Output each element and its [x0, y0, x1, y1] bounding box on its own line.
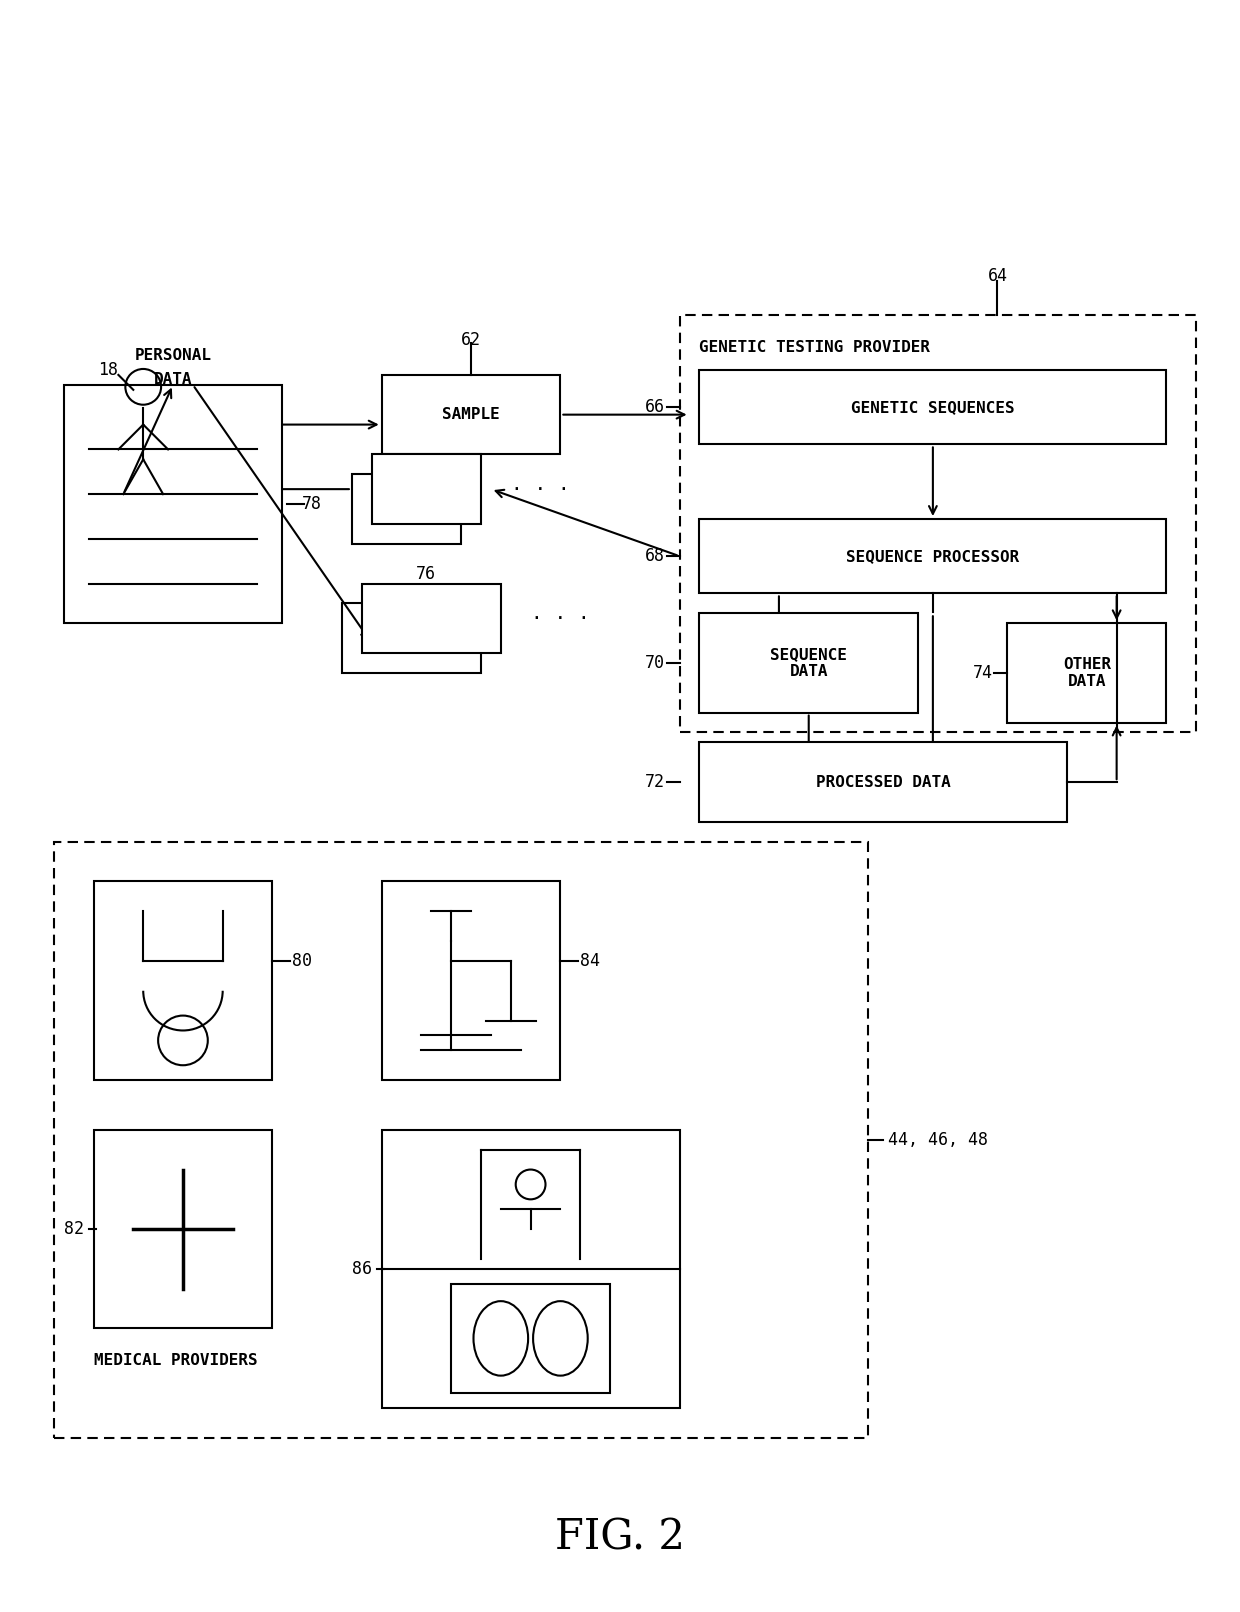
Text: 72: 72: [645, 774, 665, 791]
Text: 66: 66: [645, 398, 665, 416]
Text: 18: 18: [98, 361, 119, 379]
Bar: [382, 1130, 680, 1407]
Text: 64: 64: [987, 266, 1007, 285]
Bar: [699, 613, 918, 713]
Text: 86: 86: [352, 1261, 372, 1278]
Text: GENETIC TESTING PROVIDER: GENETIC TESTING PROVIDER: [699, 340, 930, 355]
Bar: [680, 316, 1197, 732]
Text: 44, 46, 48: 44, 46, 48: [888, 1130, 988, 1149]
Bar: [1007, 624, 1167, 722]
Bar: [362, 584, 501, 653]
Text: 68: 68: [645, 546, 665, 566]
Bar: [699, 369, 1167, 445]
Bar: [372, 455, 481, 524]
Text: SEQUENCE
DATA: SEQUENCE DATA: [770, 646, 847, 679]
Text: MEDICAL PROVIDERS: MEDICAL PROVIDERS: [93, 1352, 257, 1369]
Text: 74: 74: [972, 664, 992, 682]
Text: 84: 84: [580, 953, 600, 970]
Bar: [699, 743, 1066, 822]
Text: OTHER
DATA: OTHER DATA: [1063, 656, 1111, 688]
Bar: [382, 882, 560, 1080]
Text: PERSONAL: PERSONAL: [134, 348, 212, 363]
Text: FIG. 2: FIG. 2: [556, 1515, 684, 1559]
Text: DATA: DATA: [154, 372, 192, 387]
Bar: [352, 474, 461, 543]
Bar: [699, 519, 1167, 593]
Text: SEQUENCE PROCESSOR: SEQUENCE PROCESSOR: [846, 548, 1019, 564]
Text: GENETIC SEQUENCES: GENETIC SEQUENCES: [851, 400, 1014, 414]
Text: 78: 78: [303, 495, 322, 513]
Text: PROCESSED DATA: PROCESSED DATA: [816, 775, 951, 790]
Text: · · ·: · · ·: [511, 480, 569, 498]
Text: 62: 62: [461, 330, 481, 350]
Text: 82: 82: [63, 1220, 83, 1238]
Text: 70: 70: [645, 654, 665, 672]
Text: 80: 80: [293, 953, 312, 970]
Text: SAMPLE: SAMPLE: [443, 408, 500, 422]
Bar: [63, 385, 283, 624]
Text: 76: 76: [417, 564, 436, 582]
Text: · · ·: · · ·: [531, 609, 589, 627]
Bar: [53, 841, 868, 1438]
Bar: [382, 376, 560, 455]
Bar: [342, 603, 481, 672]
Bar: [93, 882, 273, 1080]
Bar: [93, 1130, 273, 1328]
Bar: [451, 1283, 610, 1393]
